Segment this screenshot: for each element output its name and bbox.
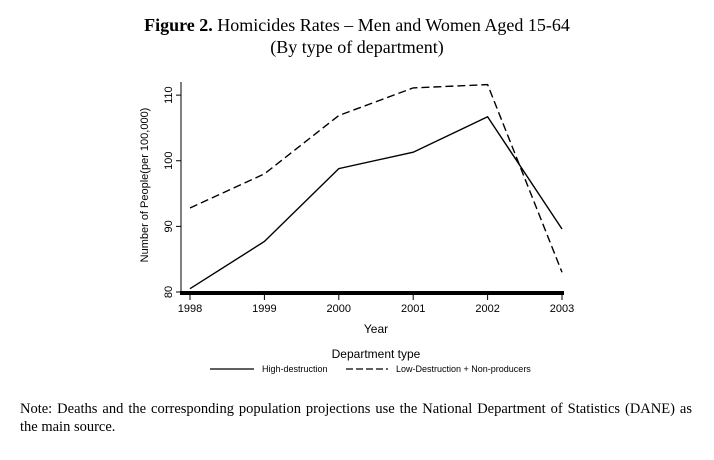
x-tick-label: 1999 (252, 303, 276, 315)
x-axis-label: Year (364, 322, 388, 336)
y-tick-label: 90 (163, 220, 175, 232)
footnote: Note: Deaths and the corresponding popul… (20, 400, 692, 436)
x-tick-label: 2002 (475, 303, 499, 315)
x-tick-label: 1998 (178, 303, 202, 315)
series-line-2 (190, 85, 562, 273)
series-layer (190, 85, 562, 289)
y-tick-label: 80 (163, 286, 175, 298)
y-tick-label: 100 (163, 152, 175, 170)
y-axis-label: Number of People(per 100,000) (139, 108, 151, 263)
legend: High-destruction Low-Destruction + Non-pr… (210, 364, 531, 374)
legend-title: Department type (332, 347, 421, 361)
y-tick-label: 110 (163, 86, 175, 104)
x-tick-label: 2001 (401, 303, 425, 315)
legend-label-2: Low-Destruction + Non-producers (396, 364, 531, 374)
axes: 80 90 100 110 1998 1999 2000 2001 2002 2003 (163, 82, 574, 315)
series-line-1 (190, 117, 562, 289)
x-tick-label: 2000 (327, 303, 351, 315)
x-tick-label: 2003 (550, 303, 574, 315)
legend-label-1: High-destruction (262, 364, 328, 374)
